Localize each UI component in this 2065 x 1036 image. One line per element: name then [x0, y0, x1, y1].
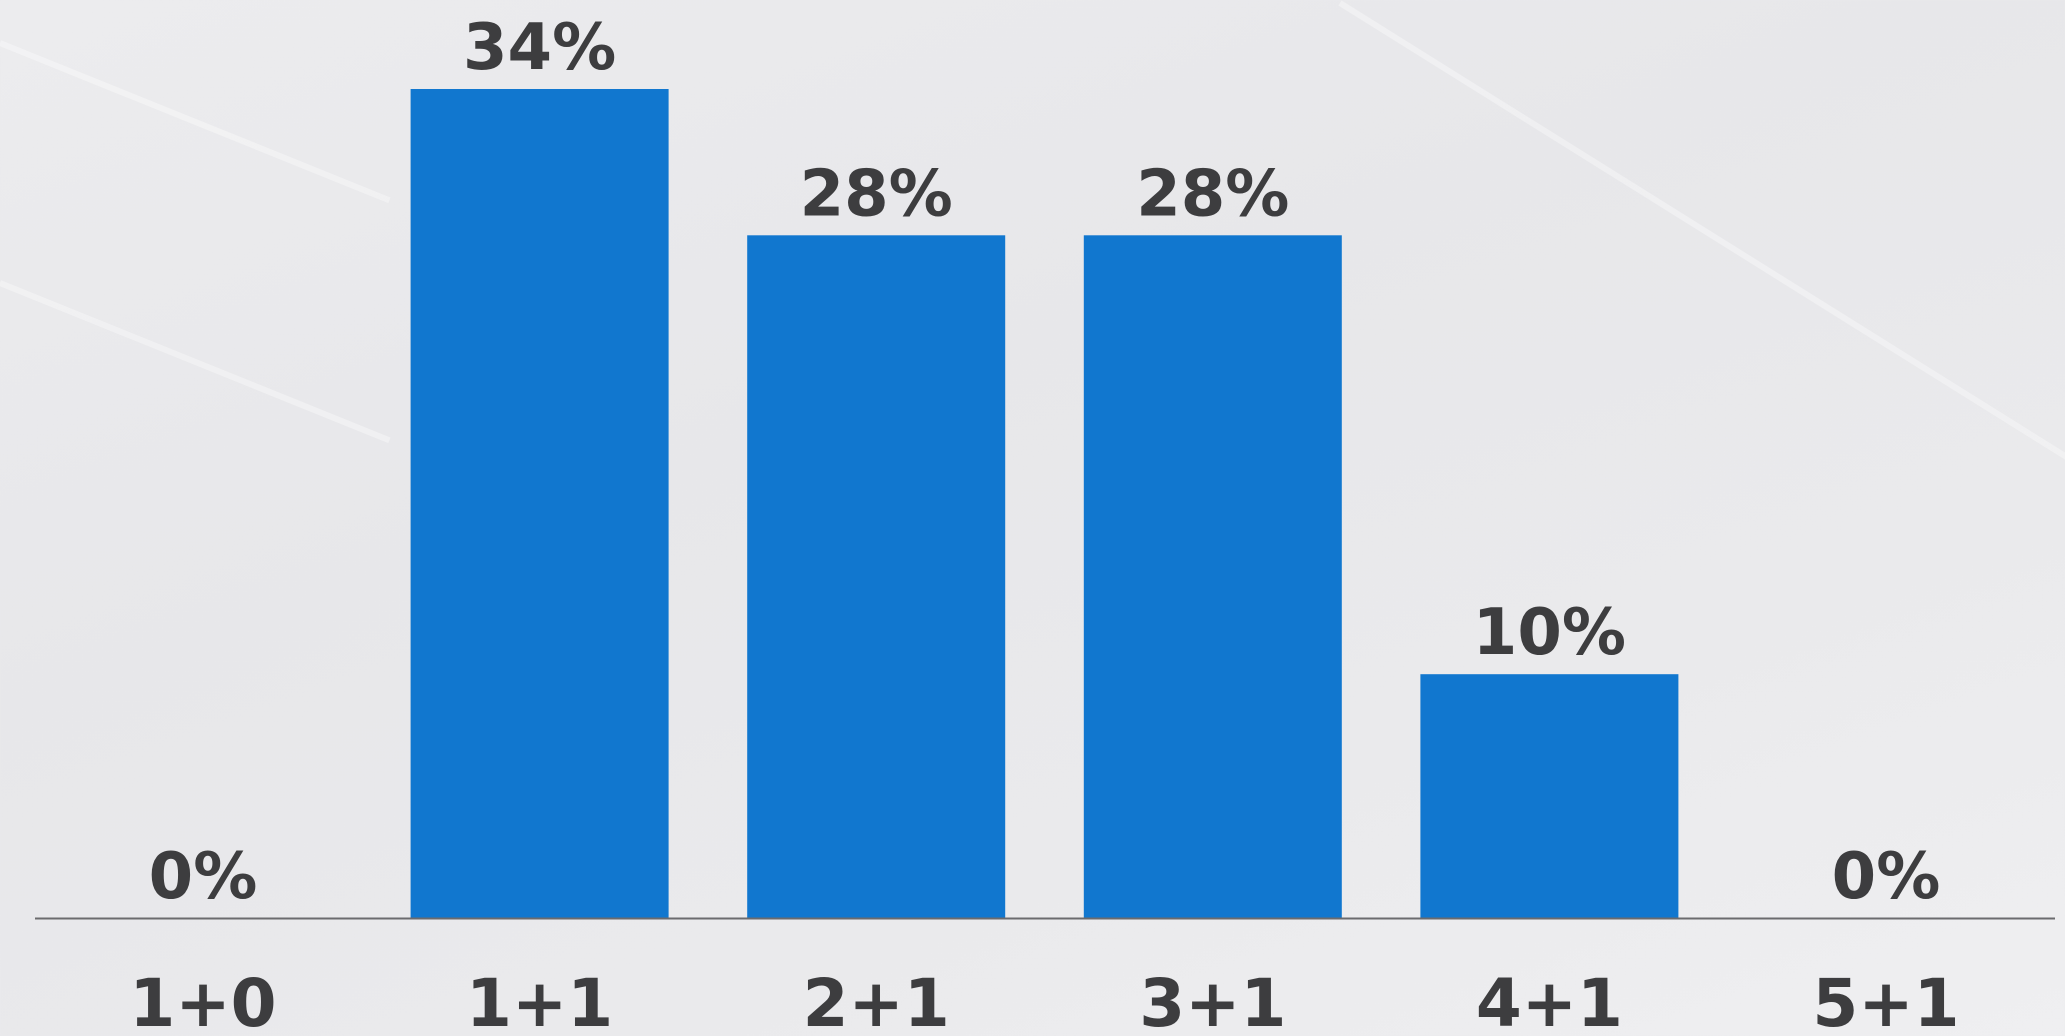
value-label-2+1: 28% [800, 157, 953, 231]
bar-2+1 [747, 235, 1006, 919]
bar-3+1 [1083, 235, 1342, 919]
category-label-3+1: 3+1 [1139, 965, 1286, 1036]
category-label-2+1: 2+1 [803, 965, 950, 1036]
bars-group [410, 89, 1679, 919]
bar-4+1 [1420, 674, 1679, 918]
category-label-1+1: 1+1 [466, 965, 613, 1036]
bar-1+1 [410, 89, 669, 918]
value-label-4+1: 10% [1473, 596, 1626, 670]
category-label-4+1: 4+1 [1476, 965, 1623, 1036]
value-labels-group: 0% 34% 28% 28% 10% 0% [149, 11, 1941, 914]
category-labels-group: 1+0 1+1 2+1 3+1 4+1 5+1 [129, 965, 1959, 1036]
category-label-5+1: 5+1 [1812, 965, 1959, 1036]
value-label-3+1: 28% [1136, 157, 1289, 231]
category-label-1+0: 1+0 [129, 965, 276, 1036]
value-label-1+1: 34% [463, 11, 616, 85]
value-label-1+0: 0% [149, 840, 258, 914]
value-label-5+1: 0% [1832, 840, 1941, 914]
